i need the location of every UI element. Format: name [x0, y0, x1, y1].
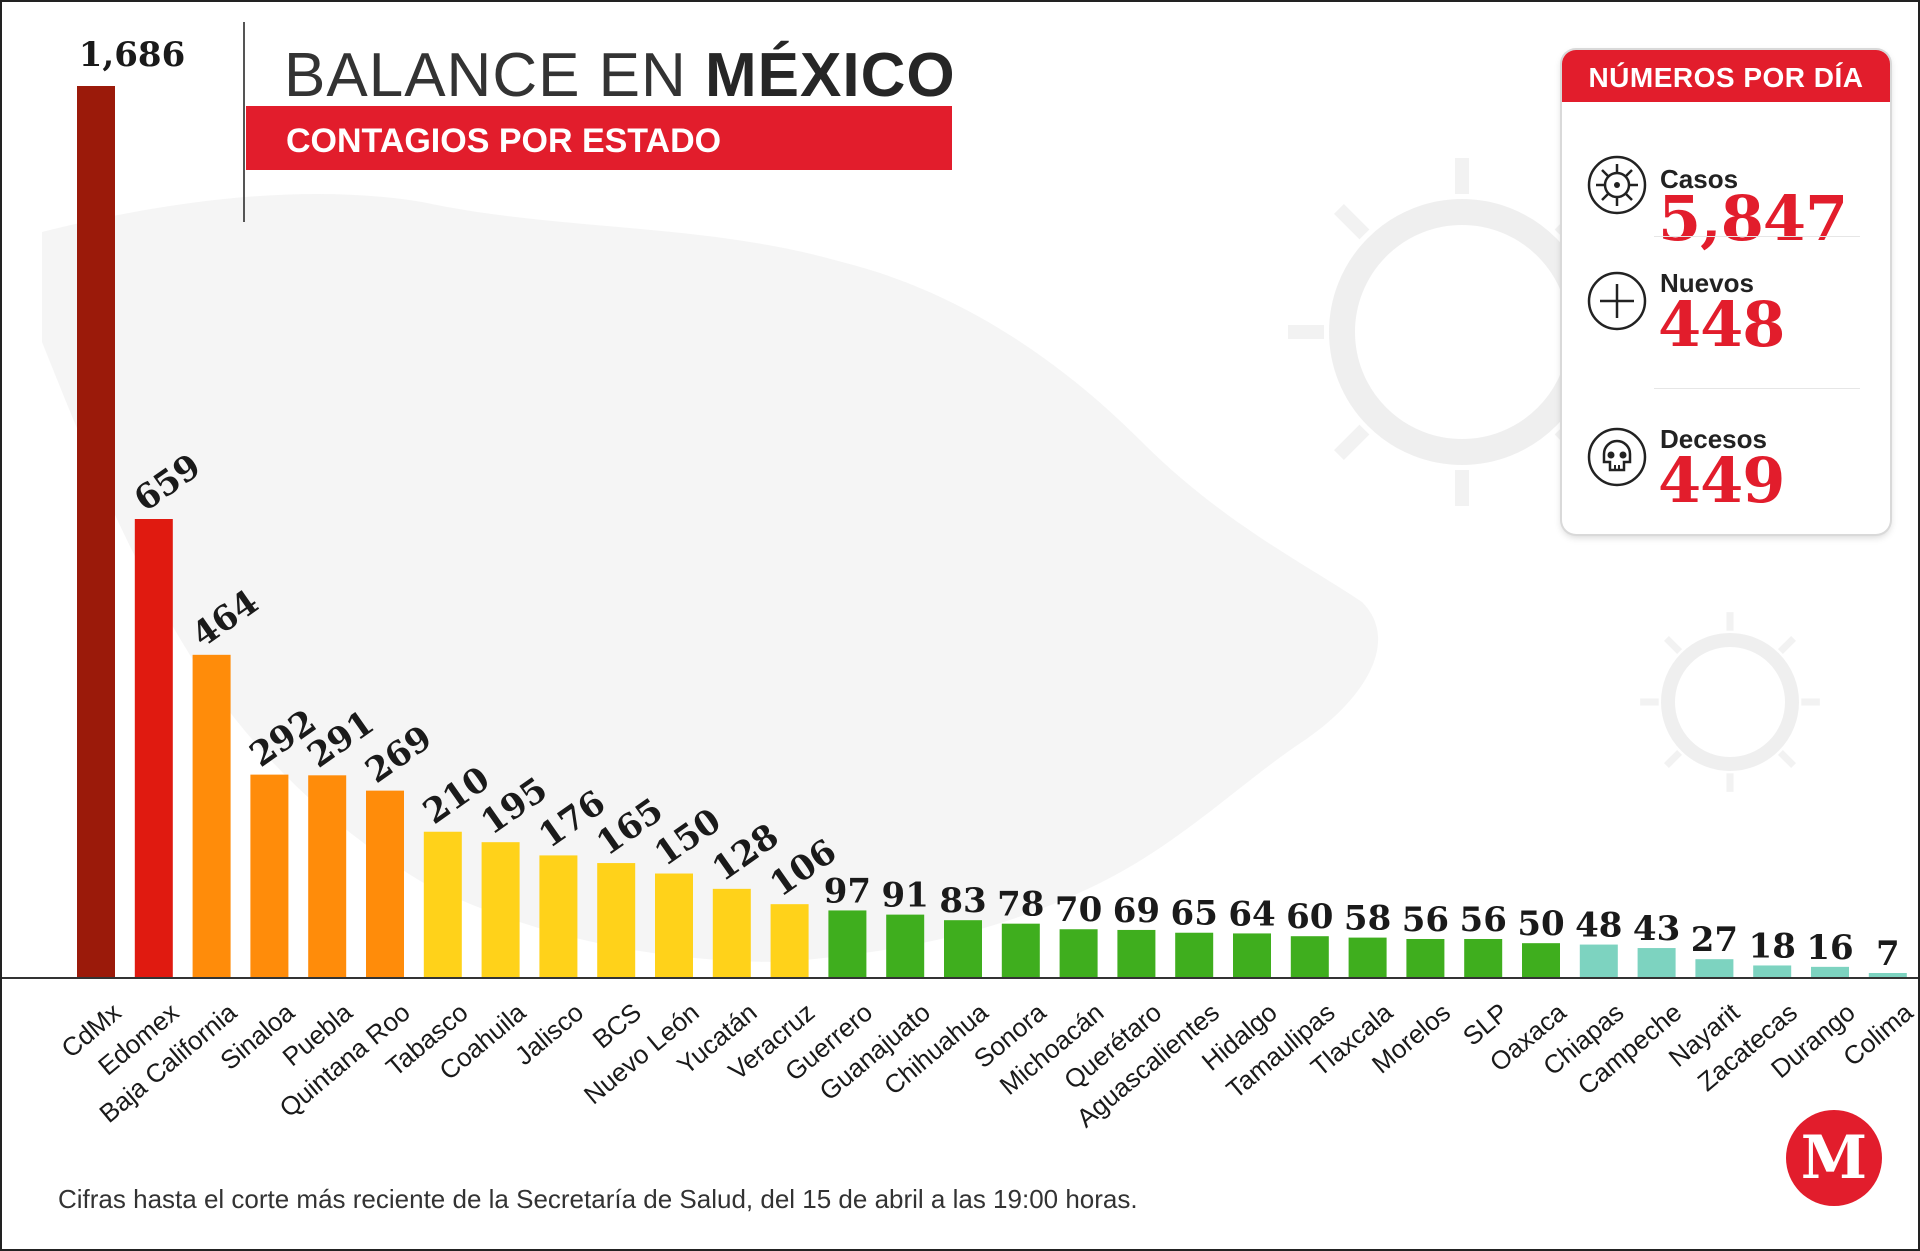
value-label: 56: [1402, 900, 1449, 940]
value-label: 16: [1806, 928, 1853, 968]
value-label: 65: [1171, 894, 1218, 934]
milenio-logo: M: [1786, 1110, 1882, 1206]
value-label: 50: [1517, 904, 1564, 944]
bar: [366, 790, 404, 978]
value-label: 58: [1344, 899, 1391, 939]
value-label: 56: [1460, 900, 1507, 940]
bar: [481, 842, 520, 978]
stat-casos: Casos 5,847: [1562, 102, 1890, 255]
footnote: Cifras hasta el corte más reciente de la…: [58, 1184, 1138, 1214]
stat-label: Nuevos: [1660, 268, 1754, 298]
bar: [1290, 936, 1329, 978]
bar: [944, 920, 982, 978]
title-divider: [243, 22, 245, 222]
page-subtitle: CONTAGIOS POR ESTADO: [286, 122, 722, 160]
bar: [1811, 966, 1849, 978]
stat-decesos: Decesos 449: [1562, 394, 1890, 534]
plus-circle-icon: [1587, 271, 1647, 331]
value-label: 1,686: [79, 35, 185, 75]
bar: [886, 914, 925, 978]
bar: [250, 774, 289, 978]
value-label: 97: [824, 871, 871, 911]
value-label: 7: [1876, 934, 1900, 974]
bar: [192, 654, 231, 978]
bar: [1637, 948, 1676, 978]
bar: [423, 831, 462, 978]
stat-nuevos: Nuevos 448: [1562, 242, 1890, 382]
daily-numbers-panel: NÚMEROS POR DÍA Casos 5,847: [1562, 50, 1890, 534]
value-label: 18: [1749, 926, 1796, 966]
bar: [712, 888, 751, 978]
value-label: 83: [939, 881, 986, 921]
bar: [770, 904, 809, 978]
bar: [1522, 943, 1560, 978]
panel-separator: [1654, 388, 1860, 389]
value-label: 43: [1633, 909, 1680, 949]
title-bold: MÉXICO: [705, 41, 956, 110]
value-label: 48: [1575, 906, 1622, 946]
virus-icon: [1587, 155, 1647, 215]
bar: [597, 863, 636, 978]
bg-virus-icon: [1640, 612, 1820, 792]
bar: [134, 519, 173, 978]
bar: [539, 855, 578, 978]
value-label: 27: [1691, 920, 1738, 960]
value-label: 69: [1113, 891, 1160, 931]
value-label: 60: [1286, 897, 1333, 937]
bar: [1464, 938, 1503, 978]
title-light: BALANCE EN: [284, 41, 706, 110]
bar: [308, 775, 347, 978]
value-label: 91: [882, 876, 929, 916]
bar: [1001, 923, 1040, 978]
bar: [655, 873, 693, 978]
map-silhouette: [42, 193, 1379, 962]
skull-icon: [1587, 427, 1647, 487]
panel-title: NÚMEROS POR DÍA: [1562, 50, 1890, 102]
bars-group: [77, 86, 1907, 978]
bar: [77, 86, 115, 978]
stat-value: 448: [1658, 288, 1785, 361]
stat-value: 449: [1658, 444, 1785, 517]
logo-letter: M: [1801, 1123, 1867, 1193]
subtitle-banner: [246, 106, 952, 170]
bar: [1406, 938, 1445, 978]
bar: [1695, 959, 1734, 978]
value-label: 64: [1228, 894, 1275, 934]
bar: [1868, 973, 1907, 978]
bar: [828, 910, 867, 978]
page-title: BALANCE EN MÉXICO: [284, 40, 956, 111]
value-label: 70: [1055, 890, 1102, 930]
stat-label: Casos: [1660, 164, 1739, 194]
value-label: 78: [997, 885, 1044, 925]
stat-value: 5,847: [1658, 182, 1848, 255]
bar: [1175, 932, 1214, 978]
panel-separator: [1654, 236, 1860, 237]
bar: [1059, 929, 1098, 978]
stat-label: Decesos: [1660, 424, 1767, 454]
bar: [1233, 933, 1271, 978]
bar: [1753, 965, 1792, 978]
bar: [1117, 929, 1156, 978]
bar: [1579, 944, 1618, 978]
bar: [1348, 937, 1387, 978]
